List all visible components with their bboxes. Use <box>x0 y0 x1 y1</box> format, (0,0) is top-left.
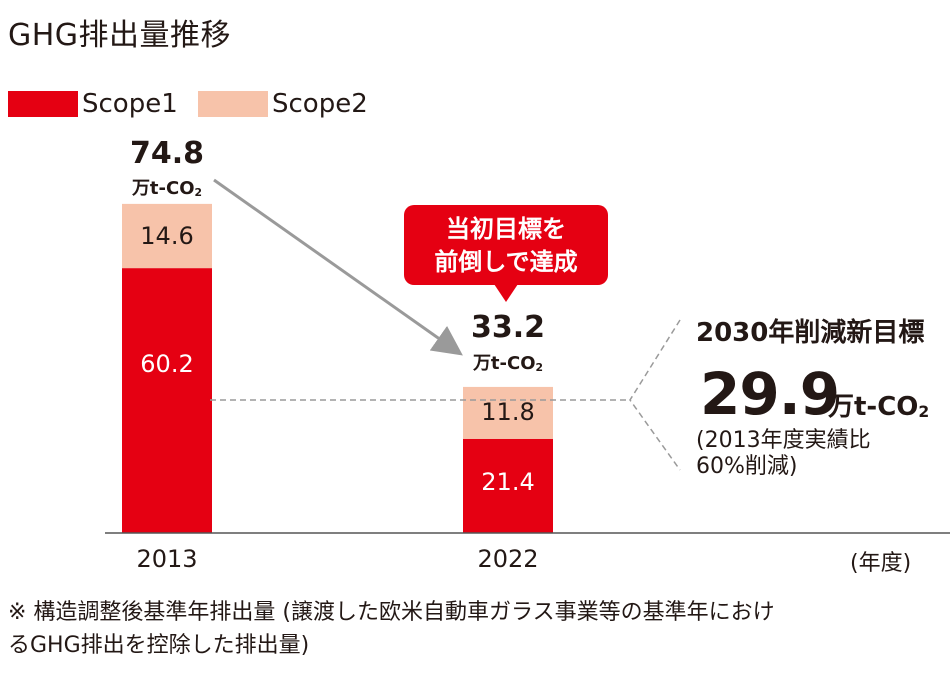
reduction-arrow <box>213 178 463 356</box>
chart-title: GHG排出量推移 <box>8 18 232 53</box>
target-value: 29.9 <box>700 360 840 428</box>
x-tick-2013: 2013 <box>136 545 198 573</box>
total-label-2022: 33.2 <box>470 310 546 345</box>
target-note: (2013年度実績比 60%削減) <box>696 428 936 480</box>
legend-label-scope2: Scope2 <box>272 89 368 119</box>
callout-pointer <box>494 284 518 302</box>
x-axis-label: (年度) <box>850 551 912 576</box>
legend-label-scope1: Scope1 <box>82 89 178 119</box>
bar-label-2013-scope1: 60.2 <box>140 350 194 378</box>
legend-swatch-scope1 <box>8 91 78 117</box>
target-note-line-2: 60%削減) <box>696 454 798 479</box>
bar-2013-scope2 <box>122 203 212 269</box>
bar-2013-scope1 <box>122 268 212 533</box>
bar-2022-scope1 <box>463 438 553 533</box>
total-label-2013: 74.8 <box>129 136 205 171</box>
footnote-line-2: るGHG排出を控除した排出量) <box>8 633 310 658</box>
bar-label-2022-scope2: 11.8 <box>481 398 535 426</box>
footnote: ※ 構造調整後基準年排出量 (譲渡した欧米自動車ガラス事業等の基準年におけ るG… <box>8 596 943 662</box>
x-tick-2022: 2022 <box>477 545 539 573</box>
bar-label-2022-scope1: 21.4 <box>481 468 535 496</box>
target-unit: 万t-CO2 <box>828 392 930 422</box>
total-unit-2013: 万t-CO2 <box>131 178 203 199</box>
target-label: 2030年削減新目標 <box>696 318 925 348</box>
bar-2022-scope2 <box>463 386 553 439</box>
bar-label-2013-scope2: 14.6 <box>140 222 194 250</box>
total-unit-2022: 万t-CO2 <box>472 353 544 374</box>
legend-swatch-scope2 <box>198 91 268 117</box>
target-bracket <box>629 319 681 471</box>
footnote-line-1: ※ 構造調整後基準年排出量 (譲渡した欧米自動車ガラス事業等の基準年におけ <box>8 600 775 625</box>
callout-line-1: 当初目標を <box>446 215 566 243</box>
target-note-line-1: (2013年度実績比 <box>696 428 871 453</box>
achievement-callout: 当初目標を 前倒しで達成 <box>404 205 608 285</box>
callout-line-2: 前倒しで達成 <box>434 248 578 276</box>
